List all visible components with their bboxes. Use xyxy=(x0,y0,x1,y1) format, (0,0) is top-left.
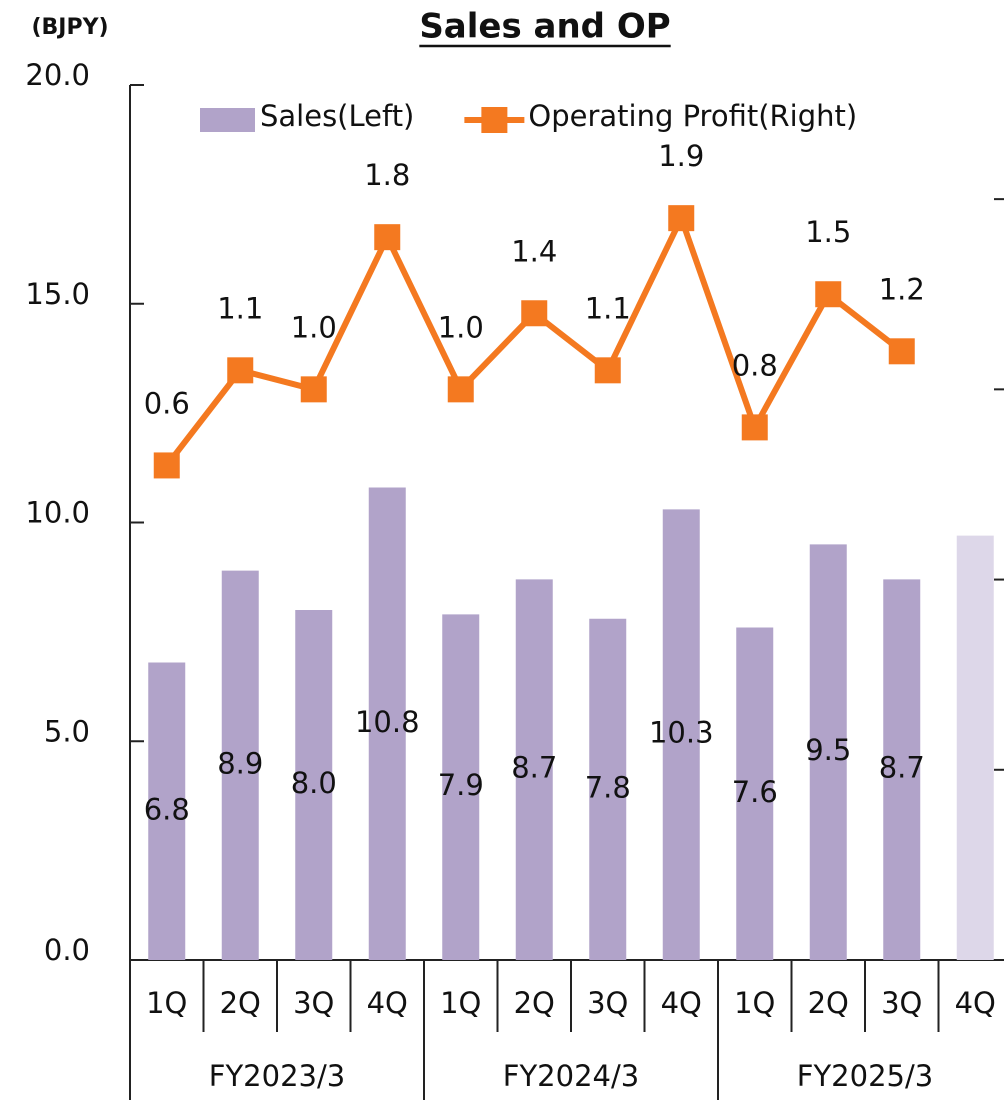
data-label: 7.9 xyxy=(438,768,484,802)
unit-label: (BJPY) xyxy=(31,15,108,40)
bar xyxy=(589,618,627,960)
data-label: 1.1 xyxy=(217,291,263,325)
data-label: 1.0 xyxy=(291,310,337,344)
marker xyxy=(594,357,621,384)
data-label: 9.5 xyxy=(805,733,851,767)
y-tick-label: 5.0 xyxy=(44,714,90,748)
x-tick-label: 1Q xyxy=(440,986,481,1020)
x-tick-label: 2Q xyxy=(220,986,261,1020)
data-label: 1.9 xyxy=(658,139,704,173)
x-tick-label: 4Q xyxy=(955,986,996,1020)
y-tick-label: 0.0 xyxy=(44,933,90,967)
data-label: 1.8 xyxy=(364,158,410,192)
marker xyxy=(521,300,548,327)
group-label: FY2025/3 xyxy=(797,1059,933,1093)
data-label: 8.9 xyxy=(217,746,263,780)
group-label: FY2023/3 xyxy=(209,1059,345,1093)
x-tick-label: 2Q xyxy=(808,986,849,1020)
x-tick-label: 1Q xyxy=(146,986,187,1020)
bar xyxy=(368,487,406,960)
y-tick-label: 20.0 xyxy=(25,58,90,92)
marker xyxy=(668,205,695,232)
legend-marker xyxy=(481,107,508,133)
marker xyxy=(227,357,254,384)
bar xyxy=(295,610,333,960)
bar xyxy=(956,535,994,960)
bar xyxy=(883,579,921,960)
data-label: 8.7 xyxy=(879,751,925,785)
group-label: FY2024/3 xyxy=(503,1059,639,1093)
x-tick-label: 2Q xyxy=(514,986,555,1020)
data-label: 1.2 xyxy=(879,272,925,306)
data-label: 0.8 xyxy=(732,348,778,382)
data-label: 10.3 xyxy=(649,716,714,750)
marker xyxy=(300,376,327,403)
chart-title: Sales and OP xyxy=(419,7,670,47)
bar xyxy=(809,544,847,960)
data-label: 1.5 xyxy=(805,215,851,249)
data-label: 7.8 xyxy=(585,770,631,804)
x-tick-label: 3Q xyxy=(881,986,922,1020)
legend-label: Operating Profit(Right) xyxy=(528,99,857,133)
data-label: 10.8 xyxy=(355,705,420,739)
bar xyxy=(736,627,774,960)
legend-swatch xyxy=(200,108,255,132)
bar xyxy=(515,579,553,960)
marker xyxy=(153,452,180,479)
marker xyxy=(888,338,915,365)
data-label: 1.0 xyxy=(438,310,484,344)
data-label: 7.6 xyxy=(732,775,778,809)
marker xyxy=(447,376,474,403)
bar xyxy=(221,570,259,960)
bar xyxy=(662,509,700,960)
x-tick-label: 3Q xyxy=(293,986,334,1020)
marker xyxy=(374,224,401,251)
x-tick-label: 4Q xyxy=(367,986,408,1020)
data-label: 1.1 xyxy=(585,291,631,325)
data-label: 0.6 xyxy=(144,386,190,420)
marker xyxy=(815,281,842,308)
legend-label: Sales(Left) xyxy=(260,99,414,133)
y-tick-label: 15.0 xyxy=(25,277,90,311)
y-tick-label: 10.0 xyxy=(25,496,90,530)
x-tick-label: 1Q xyxy=(734,986,775,1020)
data-label: 8.7 xyxy=(511,751,557,785)
x-tick-label: 4Q xyxy=(661,986,702,1020)
data-label: 6.8 xyxy=(144,792,190,826)
data-label: 1.4 xyxy=(511,234,557,268)
bar xyxy=(148,662,186,960)
marker xyxy=(741,414,768,441)
data-label: 8.0 xyxy=(291,766,337,800)
x-tick-label: 3Q xyxy=(587,986,628,1020)
bar xyxy=(442,614,480,960)
